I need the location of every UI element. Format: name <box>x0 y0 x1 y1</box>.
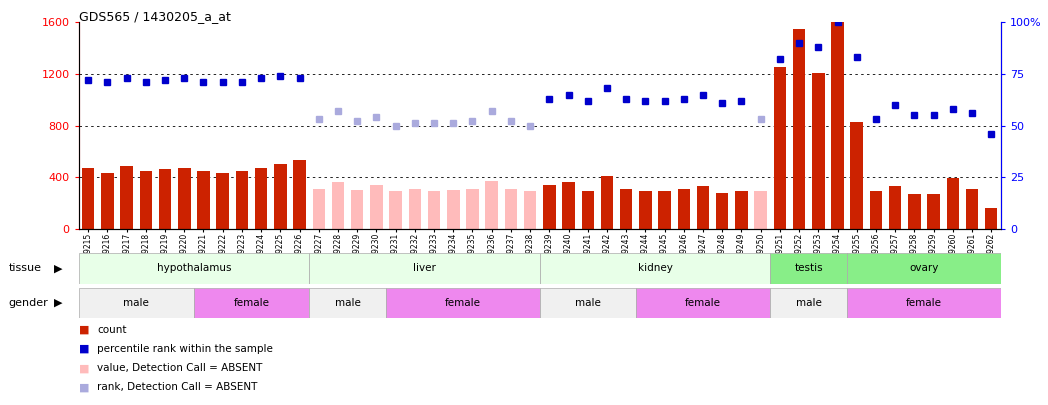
Text: ■: ■ <box>79 382 89 392</box>
Bar <box>697 186 709 229</box>
Bar <box>386 288 540 318</box>
Bar <box>909 194 920 229</box>
Bar <box>102 173 113 229</box>
Bar <box>466 189 479 229</box>
Bar <box>447 190 459 229</box>
Text: rank, Detection Call = ABSENT: rank, Detection Call = ABSENT <box>97 382 258 392</box>
Bar <box>773 68 786 229</box>
Bar <box>159 169 171 229</box>
Bar <box>770 288 847 318</box>
Text: ■: ■ <box>79 325 89 335</box>
Bar <box>639 192 652 229</box>
Bar <box>847 288 1001 318</box>
Bar <box>121 166 133 229</box>
Bar <box>966 189 978 229</box>
Bar <box>217 173 228 229</box>
Text: ■: ■ <box>79 363 89 373</box>
Bar <box>485 181 498 229</box>
Bar <box>847 253 1001 284</box>
Text: GDS565 / 1430205_a_at: GDS565 / 1430205_a_at <box>79 10 231 23</box>
Bar <box>946 179 959 229</box>
Text: liver: liver <box>413 263 436 273</box>
Text: ▶: ▶ <box>54 263 63 273</box>
Bar <box>82 168 94 229</box>
Bar <box>370 185 383 229</box>
Bar <box>428 192 440 229</box>
Bar <box>851 122 863 229</box>
Bar <box>716 193 728 229</box>
Text: female: female <box>234 298 269 308</box>
Bar <box>409 189 421 229</box>
Bar <box>927 194 940 229</box>
Bar <box>178 168 191 229</box>
Bar <box>620 189 632 229</box>
Text: gender: gender <box>8 298 48 308</box>
Bar <box>194 288 309 318</box>
Bar <box>831 22 844 229</box>
Bar <box>79 253 309 284</box>
Text: hypothalamus: hypothalamus <box>156 263 232 273</box>
Bar <box>293 160 306 229</box>
Text: count: count <box>97 325 127 335</box>
Bar <box>770 253 847 284</box>
Bar <box>540 288 636 318</box>
Bar <box>275 164 286 229</box>
Text: ▶: ▶ <box>54 298 63 308</box>
Bar <box>312 189 325 229</box>
Bar <box>678 189 690 229</box>
Text: ovary: ovary <box>910 263 939 273</box>
Bar <box>870 192 882 229</box>
Text: male: male <box>574 298 601 308</box>
Bar <box>197 171 210 229</box>
Bar <box>658 192 671 229</box>
Bar <box>139 171 152 229</box>
Text: female: female <box>685 298 721 308</box>
Text: kidney: kidney <box>637 263 673 273</box>
Text: female: female <box>444 298 481 308</box>
Bar <box>985 208 998 229</box>
Text: value, Detection Call = ABSENT: value, Detection Call = ABSENT <box>97 363 263 373</box>
Text: male: male <box>795 298 822 308</box>
Bar <box>332 182 344 229</box>
Bar <box>505 189 517 229</box>
Text: tissue: tissue <box>8 263 41 273</box>
Bar <box>540 253 770 284</box>
Bar <box>236 171 248 229</box>
Text: ■: ■ <box>79 344 89 354</box>
Text: percentile rank within the sample: percentile rank within the sample <box>97 344 274 354</box>
Text: female: female <box>905 298 942 308</box>
Bar <box>390 192 401 229</box>
Bar <box>889 186 901 229</box>
Bar <box>563 182 574 229</box>
Bar <box>543 185 555 229</box>
Bar <box>309 288 386 318</box>
Bar <box>582 192 594 229</box>
Text: male: male <box>124 298 149 308</box>
Bar <box>755 192 767 229</box>
Bar <box>736 192 747 229</box>
Bar <box>601 176 613 229</box>
Text: testis: testis <box>794 263 823 273</box>
Bar <box>79 288 194 318</box>
Bar <box>636 288 770 318</box>
Bar <box>524 192 537 229</box>
Bar <box>255 168 267 229</box>
Bar <box>309 253 540 284</box>
Text: male: male <box>334 298 361 308</box>
Bar <box>812 72 825 229</box>
Bar <box>351 190 364 229</box>
Bar <box>793 29 805 229</box>
